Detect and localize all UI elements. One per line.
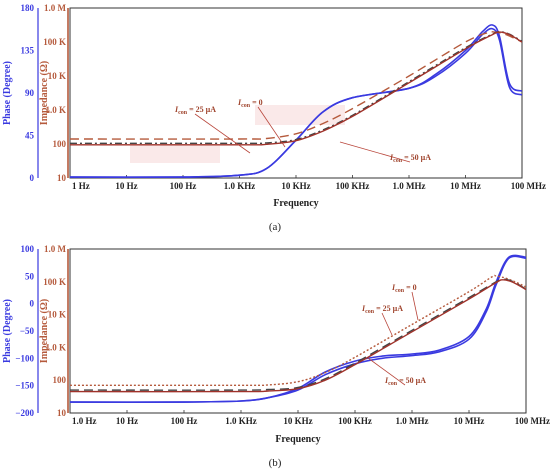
impedance-tick-label: 10 K (48, 310, 66, 320)
annotation-leader (194, 113, 251, 154)
phase-tick-label: 0 (30, 173, 35, 183)
phase-tick-label: −200 (15, 408, 34, 418)
x-tick-label: 1.0 KHz (224, 181, 256, 191)
annotation-label: Icon = 25 µA (361, 304, 403, 315)
annotation-label: Icon = 0 (391, 283, 417, 294)
impedance-series-line (70, 274, 526, 387)
phase-series-line (70, 254, 526, 403)
impedance-axis-title: Impedance (Ω) (39, 61, 50, 125)
phase-tick-label: 50 (25, 271, 35, 281)
x-tick-label: 100 MHz (511, 181, 546, 191)
panel-caption: (b) (269, 457, 282, 469)
phase-series-line (70, 255, 526, 403)
x-tick-label: 10 MHz (450, 181, 481, 191)
impedance-tick-label: 1.0 M (44, 3, 67, 13)
phase-tick-label: 90 (25, 88, 35, 98)
x-axis-title: Frequency (273, 198, 318, 209)
annotation-leader (411, 291, 419, 321)
panel-caption: (a) (269, 221, 282, 233)
chart-panel-1: 0 45 90 135 180 10 100 1.0 K 10 K 100 K 1.0 M Phase… (2, 3, 546, 233)
phase-tick-label: 45 (25, 131, 35, 141)
plot-area (70, 254, 526, 403)
x-tick-label: 1 Hz (72, 181, 90, 191)
chart-panel-2: −200 −150 −100 −50 0 50 100 10 100 1.0 K 10 K 100 K… (2, 244, 550, 469)
annotation-leader (339, 141, 411, 163)
x-tick-label: 1.0 KHz (225, 416, 257, 426)
impedance-tick-label: 100 (53, 375, 67, 385)
impedance-series-line (70, 278, 526, 391)
impedance-tick-label: 1.0 M (44, 244, 67, 254)
phase-tick-label: 135 (21, 46, 35, 56)
phase-tick-label: 100 (21, 244, 35, 254)
phase-tick-label: −150 (15, 381, 34, 391)
impedance-tick-label: 100 (53, 139, 67, 149)
impedance-tick-label: 10 K (48, 71, 66, 81)
phase-tick-label: 180 (21, 3, 35, 13)
x-tick-label: 10 KHz (281, 181, 310, 191)
x-tick-label: 1.0 MHz (396, 416, 429, 426)
annotation-label: Icon = 0 (237, 98, 263, 109)
x-tick-label: 10 KHz (283, 416, 312, 426)
annotation-label: Icon = 25 µA (174, 105, 216, 116)
x-tick-label: 100 KHz (338, 416, 372, 426)
impedance-series-line (70, 279, 526, 393)
annotation-label: Icon = 50 µA (389, 153, 431, 164)
phase-axis-title: Phase (Degree) (2, 299, 13, 363)
phase-tick-label: −50 (20, 326, 35, 336)
annotation-label: Icon = 50 µA (384, 376, 426, 387)
phase-tick-label: 0 (30, 299, 35, 309)
x-tick-label: 10 Hz (115, 181, 137, 191)
impedance-tick-label: 10 (57, 408, 67, 418)
phase-axis-title: Phase (Degree) (2, 61, 13, 125)
impedance-tick-label: 100 K (43, 277, 66, 287)
impedance-tick-label: 1.0 K (45, 105, 66, 115)
impedance-tick-label: 1.0 K (45, 342, 66, 352)
annotation-leader (257, 106, 286, 148)
x-tick-label: 1.0 Hz (72, 416, 97, 426)
x-tick-label: 10 MHz (454, 416, 485, 426)
annotation-leader (381, 312, 393, 336)
highlight-band (255, 105, 345, 125)
x-tick-label: 1.0 MHz (393, 181, 426, 191)
x-tick-label: 100 KHz (336, 181, 370, 191)
x-tick-label: 100 Hz (171, 416, 198, 426)
impedance-axis-title: Impedance (Ω) (39, 299, 50, 363)
plot-area (70, 24, 522, 178)
impedance-tick-label: 10 (57, 173, 67, 183)
impedance-series-line (70, 31, 522, 145)
x-tick-label: 10 Hz (116, 416, 138, 426)
phase-tick-label: −100 (15, 353, 34, 363)
annotation-leader (367, 357, 406, 386)
highlight-band (130, 145, 220, 163)
impedance-tick-label: 100 K (43, 37, 66, 47)
x-axis-title: Frequency (275, 434, 320, 445)
x-tick-label: 100 MHz (515, 416, 550, 426)
impedance-series-line (70, 30, 522, 140)
impedance-series-line (70, 31, 522, 146)
x-tick-label: 100 Hz (170, 181, 197, 191)
